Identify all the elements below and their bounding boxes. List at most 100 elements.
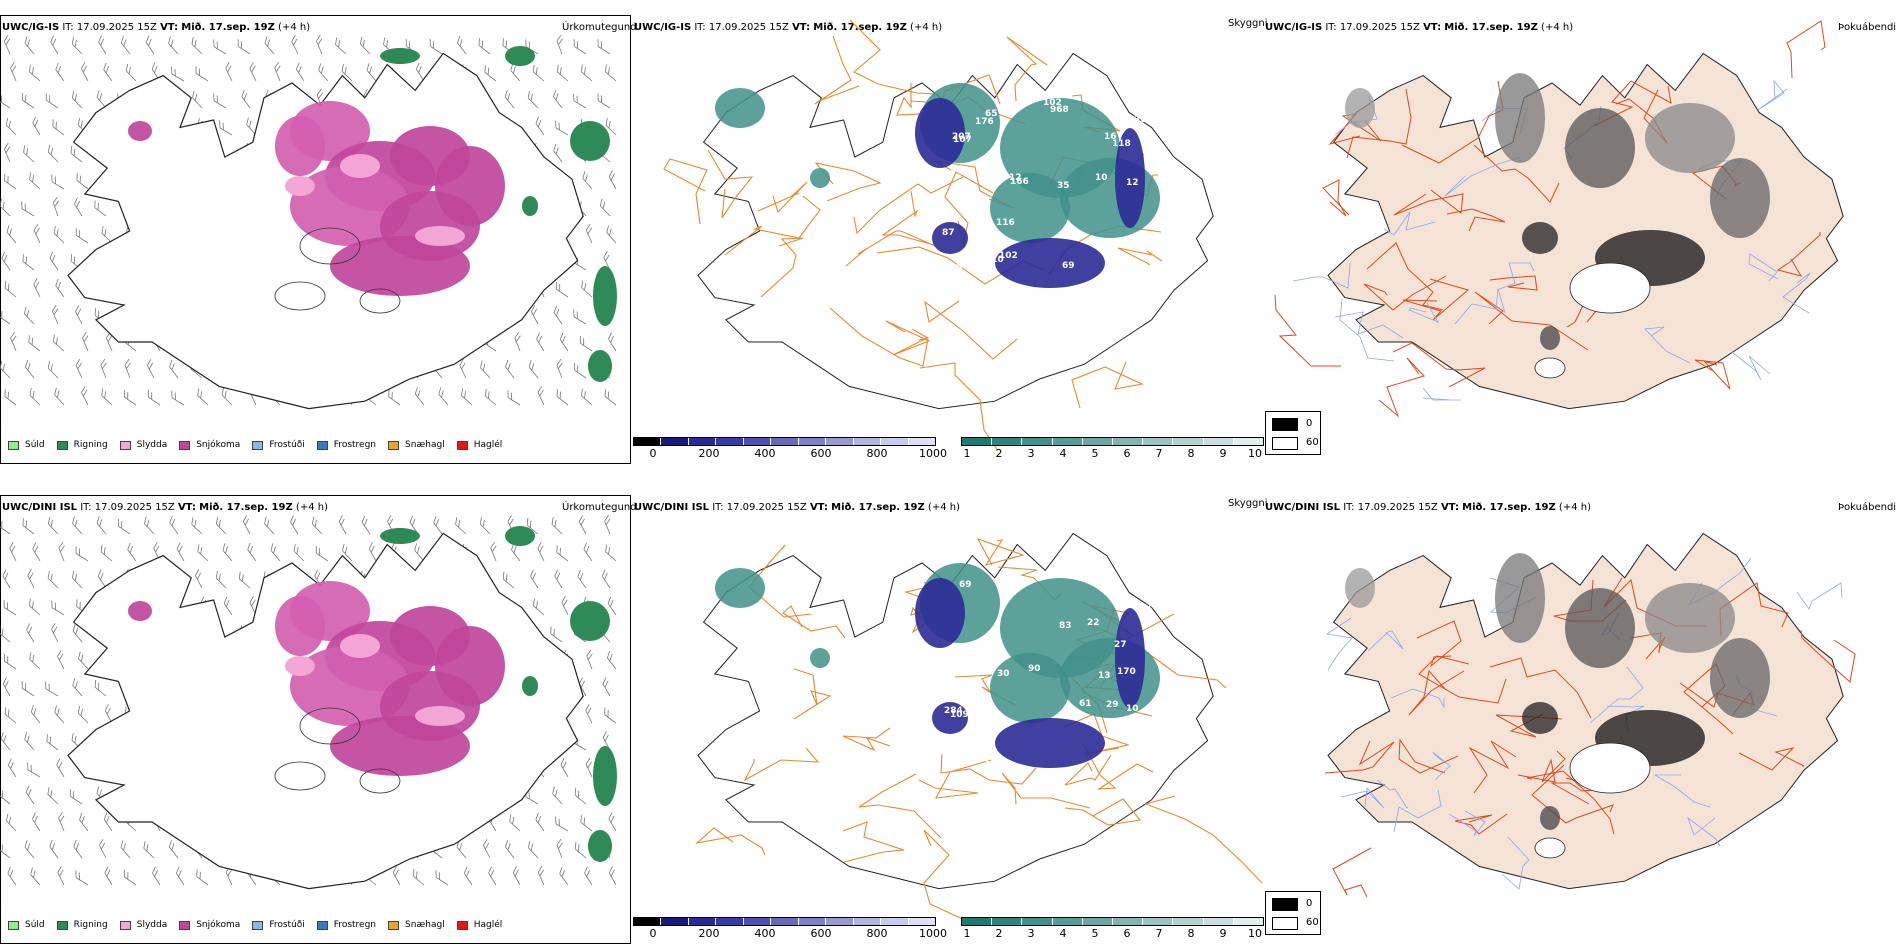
wind-barb <box>585 704 593 724</box>
wind-barb <box>22 254 35 271</box>
wind-barb-staff <box>605 124 617 136</box>
wind-barb <box>242 515 251 535</box>
cloud-base-color-step <box>688 918 717 925</box>
wind-barb-staff <box>46 99 59 109</box>
wind-barb <box>604 389 617 406</box>
wind-barb-flag <box>94 308 97 316</box>
road-line <box>940 753 1037 785</box>
road-line <box>1418 655 1507 704</box>
wind-barb-flag <box>10 331 15 339</box>
cloud-base-value: 102 <box>1043 98 1062 108</box>
wind-barb <box>510 63 521 82</box>
road-line <box>842 821 905 863</box>
road-line <box>976 538 1025 566</box>
wind-barb <box>222 543 233 562</box>
wind-barb-staff <box>550 633 563 643</box>
wind-barb-flag <box>553 305 558 313</box>
wind-barb-flag <box>21 201 23 209</box>
wind-barb-flag <box>56 708 60 716</box>
wind-barb-flag <box>29 172 32 180</box>
wind-barb-flag <box>340 518 345 526</box>
wind-barb <box>100 358 107 379</box>
wind-barb <box>488 866 497 886</box>
wind-barb-staff <box>215 523 227 535</box>
wind-barb <box>484 65 497 82</box>
river-line <box>1325 617 1353 671</box>
wind-barb-staff <box>99 845 107 859</box>
wind-barb <box>33 223 41 244</box>
wind-barb-staff <box>4 660 17 670</box>
wind-barb-flag <box>553 628 555 637</box>
wind-barb-flag <box>25 683 27 691</box>
wind-barb-staff <box>222 550 233 562</box>
road-line <box>1378 357 1425 418</box>
wind-barb <box>530 569 539 589</box>
cloud-base-value: 116 <box>996 218 1015 228</box>
wind-barb-staff <box>459 365 467 379</box>
wind-barb-flag <box>52 196 58 204</box>
wind-barb <box>553 143 563 163</box>
wind-barb-flag <box>251 599 256 607</box>
wind-barb <box>29 64 41 82</box>
wind-barb-staff <box>510 70 521 82</box>
river-line <box>1589 666 1644 724</box>
cloud-visibility-map: 1216130961022852071328415129901096983170… <box>695 532 1263 923</box>
cloud-base-tick: 400 <box>754 927 776 940</box>
precip-legend-label: Súld <box>25 440 45 450</box>
wind-barb-flag <box>24 36 28 44</box>
river-line <box>1367 630 1404 652</box>
wind-barb-staff <box>197 551 209 562</box>
wind-barb-staff <box>74 203 83 217</box>
wind-barb-flag <box>537 815 542 824</box>
wind-barb-flag <box>433 515 437 523</box>
low-cloud-base-area <box>915 578 965 648</box>
wind-barb <box>559 332 569 352</box>
river-line <box>1376 779 1409 809</box>
river-line <box>1408 302 1439 323</box>
wind-barb-staff <box>190 368 203 379</box>
cloud-base-value: 69 <box>1062 261 1075 271</box>
road-line <box>1117 247 1163 266</box>
wind-barb-flag <box>196 572 202 580</box>
wind-barb-staff <box>96 96 107 109</box>
wind-barb-staff <box>559 873 569 886</box>
wind-barb <box>531 305 539 325</box>
wind-barb-flag <box>3 600 5 608</box>
wind-barb-staff <box>483 845 491 859</box>
wind-barb-flag <box>103 547 106 555</box>
wind-barb <box>249 61 257 82</box>
visibility-tick: 9 <box>1219 447 1227 460</box>
wind-barb-flag <box>22 254 24 262</box>
wind-barb <box>290 515 299 535</box>
wind-barb-flag <box>409 515 414 523</box>
wind-barb <box>608 866 617 886</box>
wind-barb-flag <box>246 117 249 125</box>
wind-barb-flag <box>555 93 559 101</box>
wind-barb-flag <box>576 95 578 103</box>
wind-barb <box>582 171 593 190</box>
fog-area <box>1345 568 1375 608</box>
cloud-base-color-step <box>853 438 882 445</box>
road-line <box>954 674 1016 706</box>
wind-barb-flag <box>319 548 321 556</box>
low-cloud-base-area <box>995 718 1105 768</box>
wind-barb-flag <box>458 520 461 528</box>
wind-barb <box>125 63 137 82</box>
wind-barb-staff <box>101 395 113 406</box>
sleet-area <box>285 176 315 196</box>
wind-barb <box>58 541 65 562</box>
snow-area <box>275 116 325 176</box>
wind-barb-staff <box>526 524 539 535</box>
wind-barb <box>505 839 515 859</box>
visibility-color-step <box>1143 918 1174 925</box>
wind-barb-flag <box>9 542 14 549</box>
wind-barb-staff <box>152 872 161 886</box>
wind-barb-staff <box>533 71 545 82</box>
lead-time: (+4 h) <box>910 22 943 33</box>
wind-barb-flag <box>528 791 530 799</box>
wind-barb <box>556 389 569 406</box>
wind-barb-staff <box>581 395 593 406</box>
wind-barb <box>414 543 425 562</box>
wind-barb <box>579 336 593 352</box>
wind-barb <box>176 866 185 886</box>
